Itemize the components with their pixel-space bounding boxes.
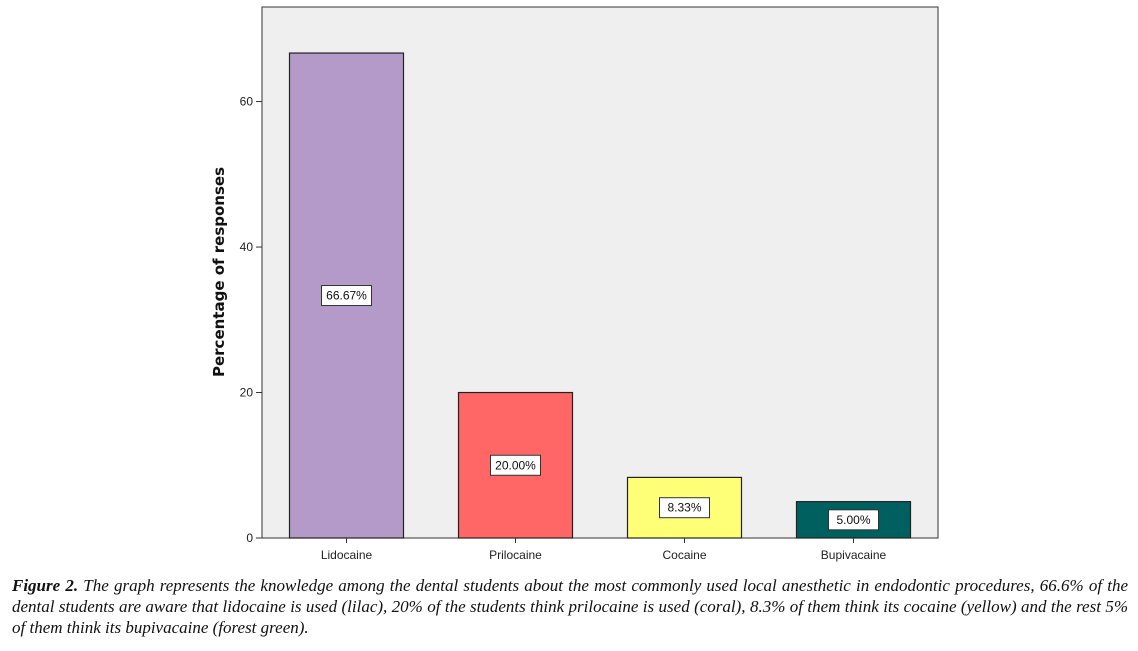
data-label: 66.67% <box>326 289 367 303</box>
y-axis: 0 20 40 60 <box>240 95 262 545</box>
y-tick-label: 20 <box>240 386 254 400</box>
x-tick-label: Lidocaine <box>321 548 373 562</box>
data-label: 8.33% <box>667 501 701 515</box>
x-tick-label: Prilocaine <box>489 548 542 562</box>
figure-caption: Figure 2. The graph represents the knowl… <box>12 575 1128 638</box>
x-tick-label: Bupivacaine <box>821 548 887 562</box>
data-label-box <box>659 497 710 519</box>
y-tick-label: 0 <box>246 531 253 545</box>
data-label: 20.00% <box>495 458 536 472</box>
y-tick-label: 60 <box>240 95 254 109</box>
caption-text: The graph represents the knowledge among… <box>12 576 1129 637</box>
data-label-box <box>321 285 372 307</box>
caption-figure-label: Figure 2. <box>12 576 79 595</box>
y-axis-label: Percentage of responses <box>210 167 228 377</box>
x-tick-label: Cocaine <box>662 548 706 562</box>
data-label: 5.00% <box>836 513 870 527</box>
data-label-box <box>490 454 541 476</box>
x-axis: Lidocaine Prilocaine Cocaine Bupivacaine <box>321 538 887 562</box>
y-tick-label: 40 <box>240 240 254 254</box>
bar-chart: 0 20 40 60 66.67% 20.00% 8.33% 5.00% Lidocaine… <box>210 6 939 562</box>
data-label-box <box>828 509 879 531</box>
